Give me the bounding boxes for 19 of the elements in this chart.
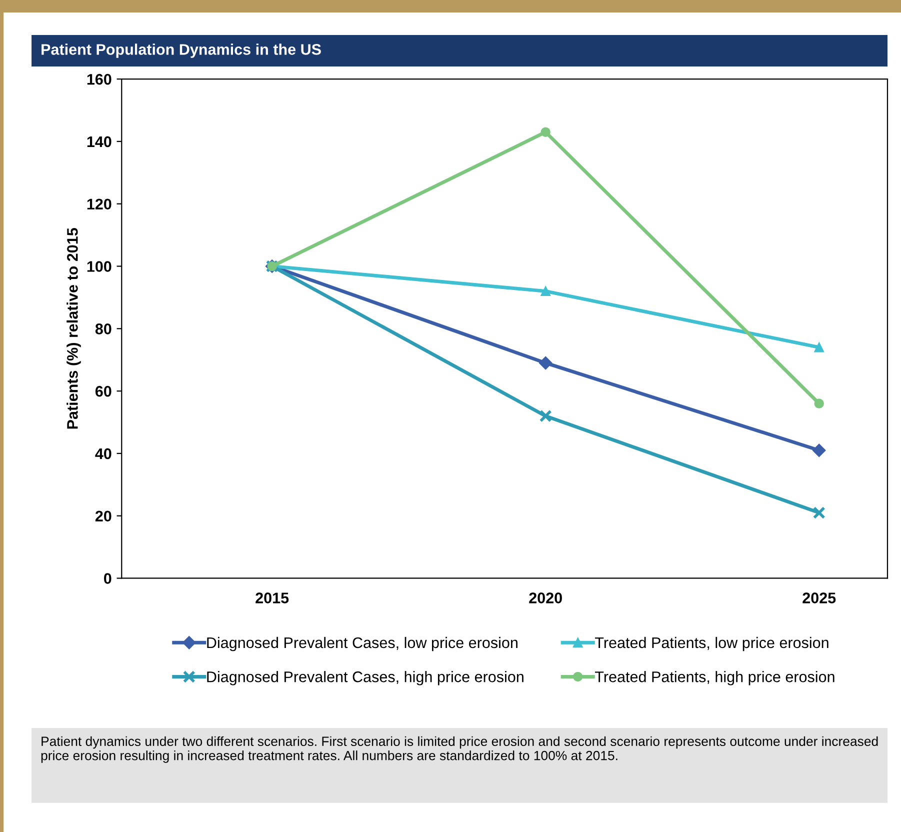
legend-label: Diagnosed Prevalent Cases, low price erosion (207, 636, 518, 652)
y-tick-label: 140 (87, 136, 112, 148)
y-tick-label: 80 (95, 324, 112, 334)
y-axis-title: Patients (%) relative to 2015 (66, 228, 81, 429)
legend-label: Treated Patients, low price erosion (595, 636, 828, 652)
legend-label: Treated Patients, high price erosion (595, 671, 834, 686)
x-tick-label: 2025 (802, 592, 836, 604)
x-tick-label: 2020 (529, 592, 562, 604)
y-tick-label: 20 (95, 510, 112, 522)
legend-label: Diagnosed Prevalent Cases, high price erosion (207, 671, 524, 686)
y-tick-label: 100 (87, 261, 112, 272)
text: Patient dynamics under two different scenarios. First scenario is limited price erosion and second scenario represents outcome under increased price erosion resulting in increased treatment rates. All numbers are standardized to 100% at 2015. (41, 736, 878, 763)
y-tick-label: 160 (87, 74, 112, 85)
y-tick-label: 60 (95, 386, 112, 397)
y-tick-label: 120 (87, 198, 112, 210)
y-tick-label: 40 (95, 448, 112, 460)
x-tick-label: 2015 (256, 592, 289, 604)
chart-title: Patient Population Dynamics in the US (42, 44, 321, 58)
y-tick-label: 0 (104, 573, 112, 584)
